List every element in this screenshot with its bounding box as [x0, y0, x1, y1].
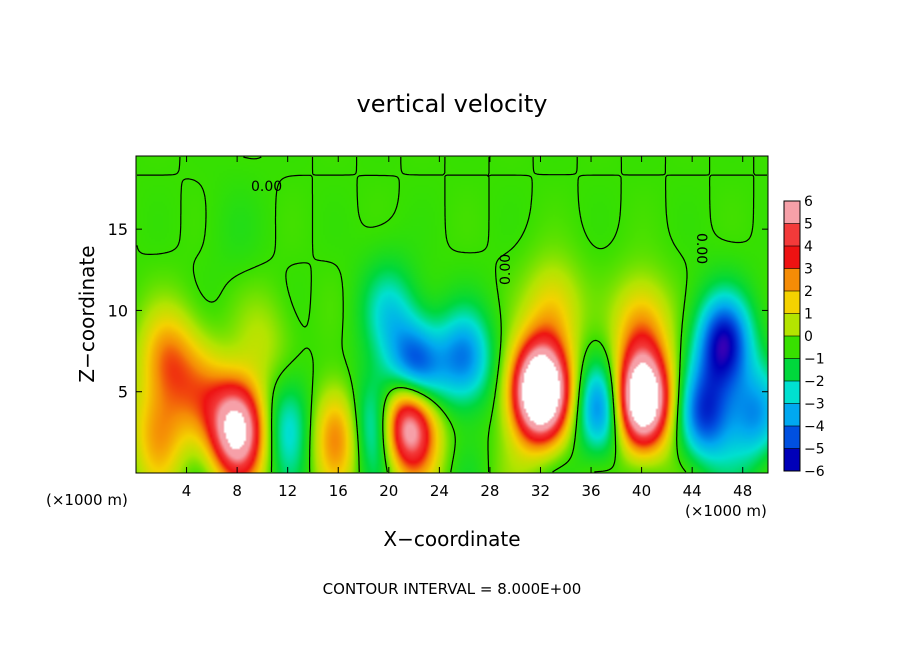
colorbar-swatch [784, 381, 800, 404]
x-tick-label: 4 [182, 482, 192, 500]
contour-label: 0.00 [693, 233, 709, 264]
x-axis-ticks: 4 8 12 16 20 24 28 32 36 40 44 48 [182, 156, 752, 500]
y-tick-label: 10 [108, 301, 128, 320]
x-tick-label: 24 [430, 482, 449, 500]
colorbar-label: 4 [804, 239, 813, 255]
x-tick-label: 16 [329, 482, 348, 500]
colorbar-label: 1 [804, 307, 813, 323]
colorbar-swatch [784, 426, 800, 449]
colorbar: 6 5 4 3 2 1 0 −1 −2 −3 −4 −5 −6 [783, 194, 825, 480]
x-tick-label: 40 [632, 482, 651, 500]
x-tick-label: 36 [581, 482, 600, 500]
zero-contour-lines [136, 156, 767, 473]
colorbar-label: −5 [804, 442, 825, 458]
plot-area: 0.00 0.00 0.00 [135, 155, 769, 474]
colorbar-label: 5 [804, 217, 813, 233]
contour-label: 0.00 [498, 254, 514, 285]
y-axis-ticks: 5 10 15 [108, 220, 768, 402]
heatmap-field [136, 156, 768, 473]
colorbar-label: −1 [804, 352, 825, 368]
colorbar-label: 0 [804, 329, 813, 345]
x-axis-label: X−coordinate [383, 527, 520, 551]
x-tick-label: 28 [480, 482, 499, 500]
chart-title: vertical velocity [357, 90, 548, 118]
x-tick-label: 12 [278, 482, 297, 500]
colorbar-swatch [784, 223, 800, 247]
y-tick-label: 5 [118, 383, 128, 402]
zero-contour [136, 156, 767, 473]
x-tick-label: 32 [531, 482, 550, 500]
colorbar-label: −4 [804, 419, 825, 435]
y-tick-label: 15 [108, 220, 128, 239]
colorbar-label: 3 [804, 262, 813, 278]
contour-label: 0.00 [251, 179, 282, 195]
x-tick-label: 48 [733, 482, 752, 500]
x-unit-label-right: (×1000 m) [685, 502, 767, 520]
colorbar-label: 2 [804, 284, 813, 300]
colorbar-swatch [784, 201, 800, 224]
colorbar-swatch [784, 336, 800, 359]
colorbar-label: −6 [804, 464, 825, 480]
x-unit-label-left: (×1000 m) [46, 491, 128, 509]
colorbar-swatch [784, 358, 800, 382]
x-tick-label: 44 [683, 482, 702, 500]
y-axis-label: Z−coordinate [75, 245, 99, 382]
colorbar-label: −2 [804, 374, 825, 390]
colorbar-swatch [784, 313, 800, 337]
colorbar-label: −3 [804, 397, 825, 413]
x-tick-label: 20 [379, 482, 398, 500]
contour-interval-footer: CONTOUR INTERVAL = 8.000E+00 [323, 580, 582, 598]
colorbar-swatch [784, 246, 800, 269]
colorbar-swatch [784, 268, 800, 292]
plot-frame [135, 155, 769, 474]
x-tick-label: 8 [232, 482, 242, 500]
colorbar-swatch [784, 448, 800, 472]
colorbar-swatch [784, 403, 800, 427]
colorbar-label: 6 [804, 194, 813, 210]
colorbar-swatch [784, 291, 800, 314]
